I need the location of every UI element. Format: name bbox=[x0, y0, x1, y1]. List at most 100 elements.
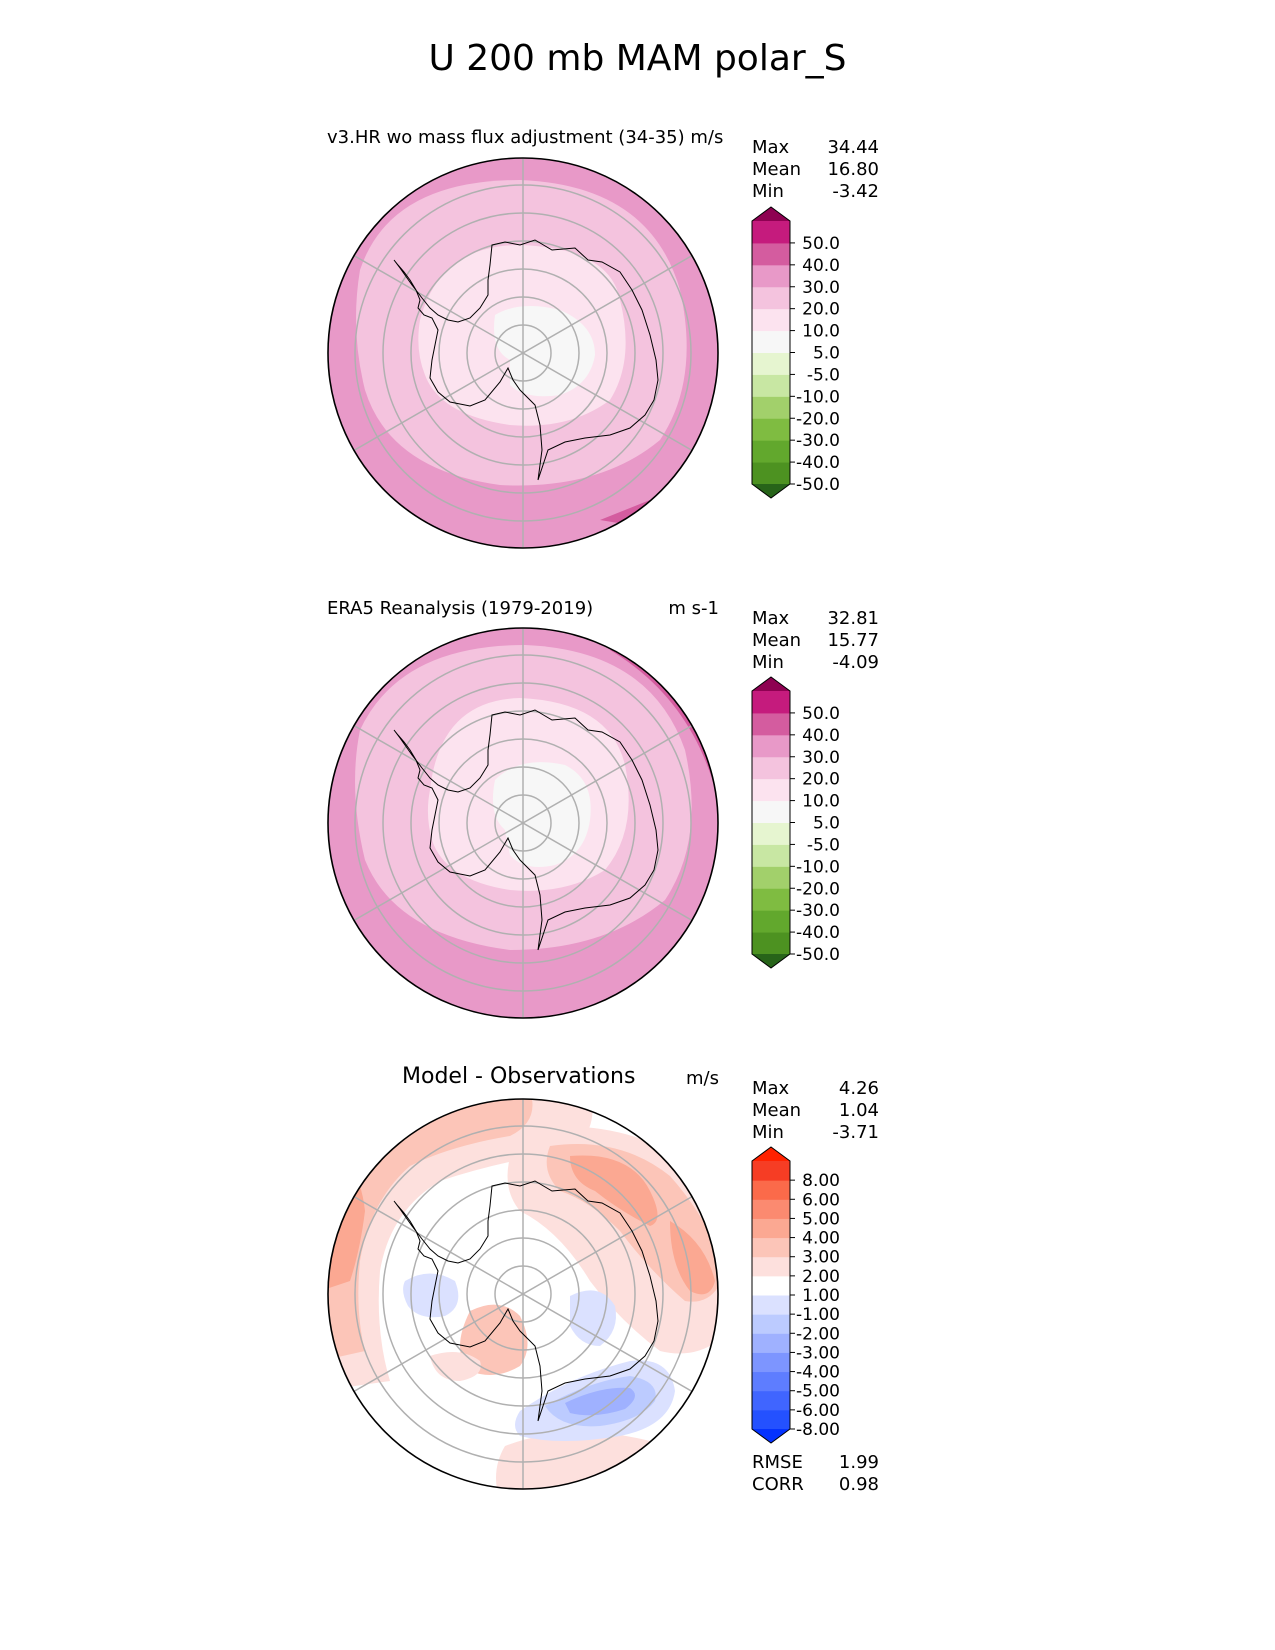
colorbar-2-swatch bbox=[752, 932, 790, 955]
colorbar-1-swatch bbox=[752, 352, 790, 375]
colorbar-3-swatch bbox=[752, 1256, 790, 1277]
colorbar-2-bottom-extend bbox=[752, 954, 790, 968]
colorbar-1-tick-label: 30.0 bbox=[802, 278, 840, 298]
colorbar-3-swatch bbox=[752, 1199, 790, 1219]
rmse-label: RMSE bbox=[752, 1452, 803, 1473]
panel-1-units: m/s bbox=[690, 127, 724, 148]
colorbar-2-swatch bbox=[752, 756, 790, 780]
panel-2-mean: 15.77 bbox=[827, 630, 879, 651]
colorbar-3-tick-label: -5.00 bbox=[796, 1382, 840, 1402]
panel-2-min: -4.09 bbox=[832, 652, 879, 673]
panel-1-field-cap bbox=[494, 306, 595, 397]
colorbar-2-swatch bbox=[752, 712, 790, 736]
colorbar-1-swatch bbox=[752, 396, 790, 419]
colorbar-1-tick-label: 20.0 bbox=[802, 300, 840, 320]
colorbar-1-swatch bbox=[752, 308, 790, 332]
panel-1-min: -3.42 bbox=[832, 181, 879, 202]
colorbar-1-swatch bbox=[752, 440, 790, 463]
colorbar-3-tick-label: -3.00 bbox=[796, 1343, 840, 1363]
colorbar-1-swatch bbox=[752, 418, 790, 441]
colorbar-1-swatch bbox=[752, 374, 790, 397]
stat-label: Min bbox=[752, 1122, 784, 1143]
panel-3-field-pos10 bbox=[496, 1432, 686, 1489]
colorbar-2-swatch bbox=[752, 866, 790, 889]
colorbar-1-tick-label: -30.0 bbox=[796, 431, 840, 451]
colorbar-3-swatch bbox=[752, 1237, 790, 1258]
panel-3-field-pos9 bbox=[430, 1352, 481, 1381]
panel-3-metrics: RMSE 1.99 CORR 0.98 bbox=[752, 1452, 879, 1496]
colorbar-3-swatch bbox=[752, 1295, 790, 1315]
colorbar-3-swatch bbox=[752, 1218, 790, 1239]
colorbar-2-tick-label: 20.0 bbox=[802, 770, 840, 790]
colorbar-3-tick-label: -1.00 bbox=[796, 1305, 840, 1325]
stat-label: Max bbox=[752, 608, 790, 629]
colorbar-2-top-extend bbox=[752, 677, 790, 691]
panel-2-stats: Max 32.81 Mean 15.77 Min -4.09 bbox=[752, 608, 879, 674]
panel-3-map bbox=[327, 1098, 719, 1490]
panel-3-mean: 1.04 bbox=[838, 1100, 879, 1121]
panel-3-min: -3.71 bbox=[832, 1122, 879, 1143]
stat-label: Mean bbox=[752, 159, 802, 180]
stat-label: Min bbox=[752, 181, 784, 202]
colorbar-2-tick-label: 50.0 bbox=[802, 704, 840, 724]
colorbar-3-swatch bbox=[752, 1371, 790, 1392]
corr-value: 0.98 bbox=[838, 1474, 879, 1495]
colorbar-3-swatch bbox=[752, 1180, 790, 1200]
colorbar-2-swatch bbox=[752, 910, 790, 933]
colorbar-2-tick-label: 10.0 bbox=[802, 792, 840, 812]
colorbar-1-tick-label: 40.0 bbox=[802, 256, 840, 276]
colorbar-3-tick-label: 6.00 bbox=[802, 1190, 840, 1210]
colorbar-3-tick-label: 8.00 bbox=[802, 1171, 840, 1191]
panel-2-graticule bbox=[328, 628, 718, 1018]
colorbar-2-tick-label: -10.0 bbox=[796, 857, 840, 877]
colorbar-3-tick-label: 3.00 bbox=[802, 1248, 840, 1268]
colorbar-1-swatch bbox=[752, 264, 790, 288]
colorbar-3-swatch bbox=[752, 1409, 790, 1430]
colorbar-3-swatch bbox=[752, 1275, 790, 1296]
colorbar-3-tick-label: -6.00 bbox=[796, 1401, 840, 1421]
colorbar-2-swatch bbox=[752, 888, 790, 911]
colorbar-3-bottom-extend bbox=[752, 1429, 790, 1443]
panel-3-coastline bbox=[393, 1180, 659, 1422]
panel-1-graticule bbox=[328, 158, 718, 548]
panel-1-stats: Max 34.44 Mean 16.80 Min -3.42 bbox=[752, 137, 879, 203]
colorbar-3-swatch bbox=[752, 1161, 790, 1181]
panel-2-title: ERA5 Reanalysis (1979-2019) bbox=[327, 598, 594, 619]
panel-1-coastline bbox=[393, 239, 659, 481]
panel-1-title-text: v3.HR wo mass flux adjustment (34-35) bbox=[327, 127, 685, 148]
colorbar-1-top-extend bbox=[752, 207, 790, 221]
panel-3-map-border bbox=[327, 1098, 719, 1490]
colorbar-1-swatch bbox=[752, 462, 790, 485]
colorbar-1-swatch bbox=[752, 286, 790, 310]
colorbar-2-tick-label: -50.0 bbox=[796, 945, 840, 965]
colorbar-3-swatch bbox=[752, 1314, 790, 1334]
colorbar-1-swatch bbox=[752, 221, 790, 244]
stat-label: Min bbox=[752, 652, 784, 673]
colorbar-2-swatch bbox=[752, 778, 790, 802]
colorbar-2-tick-label: 40.0 bbox=[802, 726, 840, 746]
colorbar-2-tick-label: -5.0 bbox=[807, 835, 840, 855]
colorbar-1-tick-label: 10.0 bbox=[802, 322, 840, 342]
panel-1-mean: 16.80 bbox=[827, 159, 879, 180]
colorbar-2-tick-label: -40.0 bbox=[796, 923, 840, 943]
panel-2-map-border bbox=[327, 627, 719, 1019]
colorbar-3-tick-label: -4.00 bbox=[796, 1363, 840, 1383]
panel-3-colorbar: 8.006.005.004.003.002.001.00-1.00-2.00-3… bbox=[751, 1146, 840, 1444]
colorbar-2-tick-label: 5.0 bbox=[813, 814, 840, 834]
panel-3-graticule bbox=[328, 1099, 718, 1489]
colorbar-2-tick-label: 30.0 bbox=[802, 748, 840, 768]
colorbar-2-swatch bbox=[752, 800, 790, 823]
colorbar-3-swatch bbox=[752, 1390, 790, 1411]
colorbar-2-swatch bbox=[752, 844, 790, 867]
panel-1-map-border bbox=[327, 157, 719, 549]
panel-2-map bbox=[327, 627, 719, 1019]
figure-title: U 200 mb MAM polar_S bbox=[428, 38, 847, 79]
stat-label: Max bbox=[752, 137, 790, 158]
panel-3-title: Model - Observations bbox=[402, 1064, 636, 1089]
colorbar-1-tick-label: 5.0 bbox=[813, 344, 840, 364]
colorbar-2-swatch bbox=[752, 822, 790, 845]
panel-3-max: 4.26 bbox=[838, 1078, 879, 1099]
panel-2-max: 32.81 bbox=[827, 608, 879, 629]
panel-3-field-neg1 bbox=[403, 1273, 459, 1318]
stat-label: Mean bbox=[752, 1100, 802, 1121]
